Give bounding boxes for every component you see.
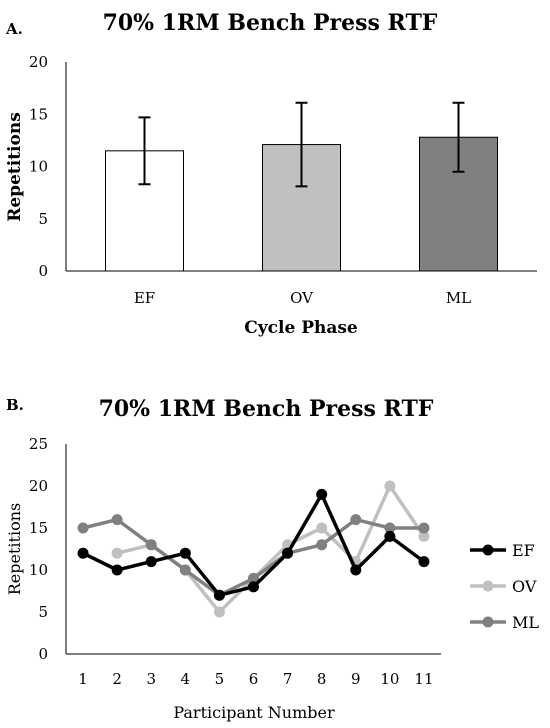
panel-b-point-ml (179, 564, 191, 576)
panel-b-y-tick-label: 0 (38, 645, 48, 663)
panel-b-point-ml (77, 522, 89, 534)
panel-b-title: 70% 1RM Bench Press RTF (99, 396, 434, 422)
panel-b-point-ml (316, 539, 328, 551)
panel-b-x-axis-label: Participant Number (173, 703, 335, 722)
legend-marker-ef (482, 544, 494, 556)
panel-b-x-tick-label: 7 (283, 670, 293, 688)
panel-b-point-ml (384, 522, 396, 534)
panel-b-x-tick-label: 2 (112, 670, 122, 688)
legend-marker-ov (482, 580, 494, 592)
panel-b-y-tick-label: 25 (29, 435, 48, 453)
panel-b-y-tick-label: 10 (29, 561, 48, 579)
panel-a-y-axis-label: Repetitions (5, 112, 25, 222)
panel-b-point-ef (77, 547, 89, 559)
panel-b-label: B. (6, 396, 24, 414)
panel-b-point-ef (316, 488, 328, 500)
panel-b-x-tick-label: 9 (351, 670, 361, 688)
panel-b-y-axis-label: Repetitions (5, 503, 24, 595)
legend-label-ml: ML (512, 613, 539, 632)
panel-a-y-tick-label: 10 (29, 158, 48, 176)
panel-b-x-tick-label: 1 (78, 670, 88, 688)
panel-b-x-tick-label: 3 (146, 670, 156, 688)
panel-b-x-tick-label: 11 (414, 670, 433, 688)
panel-a-y-tick-label: 0 (38, 262, 48, 280)
panel-b-y-tick-label: 20 (29, 477, 48, 495)
panel-b-point-ml (145, 539, 157, 551)
legend-label-ef: EF (512, 541, 535, 560)
panel-b-y-tick-label: 5 (38, 603, 48, 621)
panel-b-x-tick-label: 4 (181, 670, 191, 688)
panel-b-x-tick-label: 5 (215, 670, 225, 688)
panel-a-label: A. (5, 20, 23, 38)
panel-b: B. 70% 1RM Bench Press RTF Repetitions P… (5, 396, 539, 722)
panel-b-point-ef (111, 564, 123, 576)
panel-b-x-tick-label: 8 (317, 670, 327, 688)
panel-b-point-ef (418, 556, 430, 568)
panel-a-y-tick-label: 20 (29, 53, 48, 71)
panel-a-bar-ov (262, 144, 341, 272)
panel-a-title: 70% 1RM Bench Press RTF (103, 10, 438, 36)
panel-a-y-tick-label: 15 (29, 105, 48, 123)
panel-b-marks: 0 5 10 15 20 25 1 2 3 4 5 6 7 8 9 10 11 (29, 435, 434, 688)
panel-a-x-tick-label: OV (290, 289, 314, 307)
panel-a-x-axis-label: Cycle Phase (244, 318, 358, 338)
panel-b-point-ml (248, 572, 259, 584)
panel-b-point-ov (316, 522, 328, 534)
panel-a-marks: 0 5 10 15 20 EF OV ML (29, 53, 498, 307)
panel-b-point-ef (179, 547, 191, 559)
panel-b-x-tick-label: 6 (249, 670, 259, 688)
legend-marker-ml (482, 616, 494, 628)
panel-b-point-ef (350, 564, 362, 576)
panel-b-point-ml (418, 522, 430, 534)
panel-b-y-tick-label: 15 (29, 519, 48, 537)
panel-b-point-ef (248, 581, 259, 593)
panel-b-point-ov (111, 547, 123, 559)
legend-label-ov: OV (512, 577, 537, 596)
panel-b-point-ov (213, 606, 225, 618)
panel-b-x-tick-label: 10 (380, 670, 399, 688)
panel-a: A. 70% 1RM Bench Press RTF Repetitions C… (5, 10, 537, 338)
panel-b-point-ov (384, 480, 396, 492)
panel-b-point-ov (418, 530, 430, 542)
panel-b-point-ef (282, 547, 294, 559)
panel-a-y-tick-label: 5 (38, 210, 48, 228)
panel-b-point-ml (111, 514, 123, 526)
panel-b-legend: EF OV ML (470, 541, 539, 632)
panel-b-point-ml (350, 514, 362, 526)
panel-b-point-ef (384, 530, 396, 542)
panel-b-point-ef (213, 589, 225, 601)
panel-a-x-tick-label: EF (134, 289, 155, 307)
panel-a-x-tick-label: ML (446, 289, 471, 307)
panel-b-point-ef (145, 556, 157, 568)
